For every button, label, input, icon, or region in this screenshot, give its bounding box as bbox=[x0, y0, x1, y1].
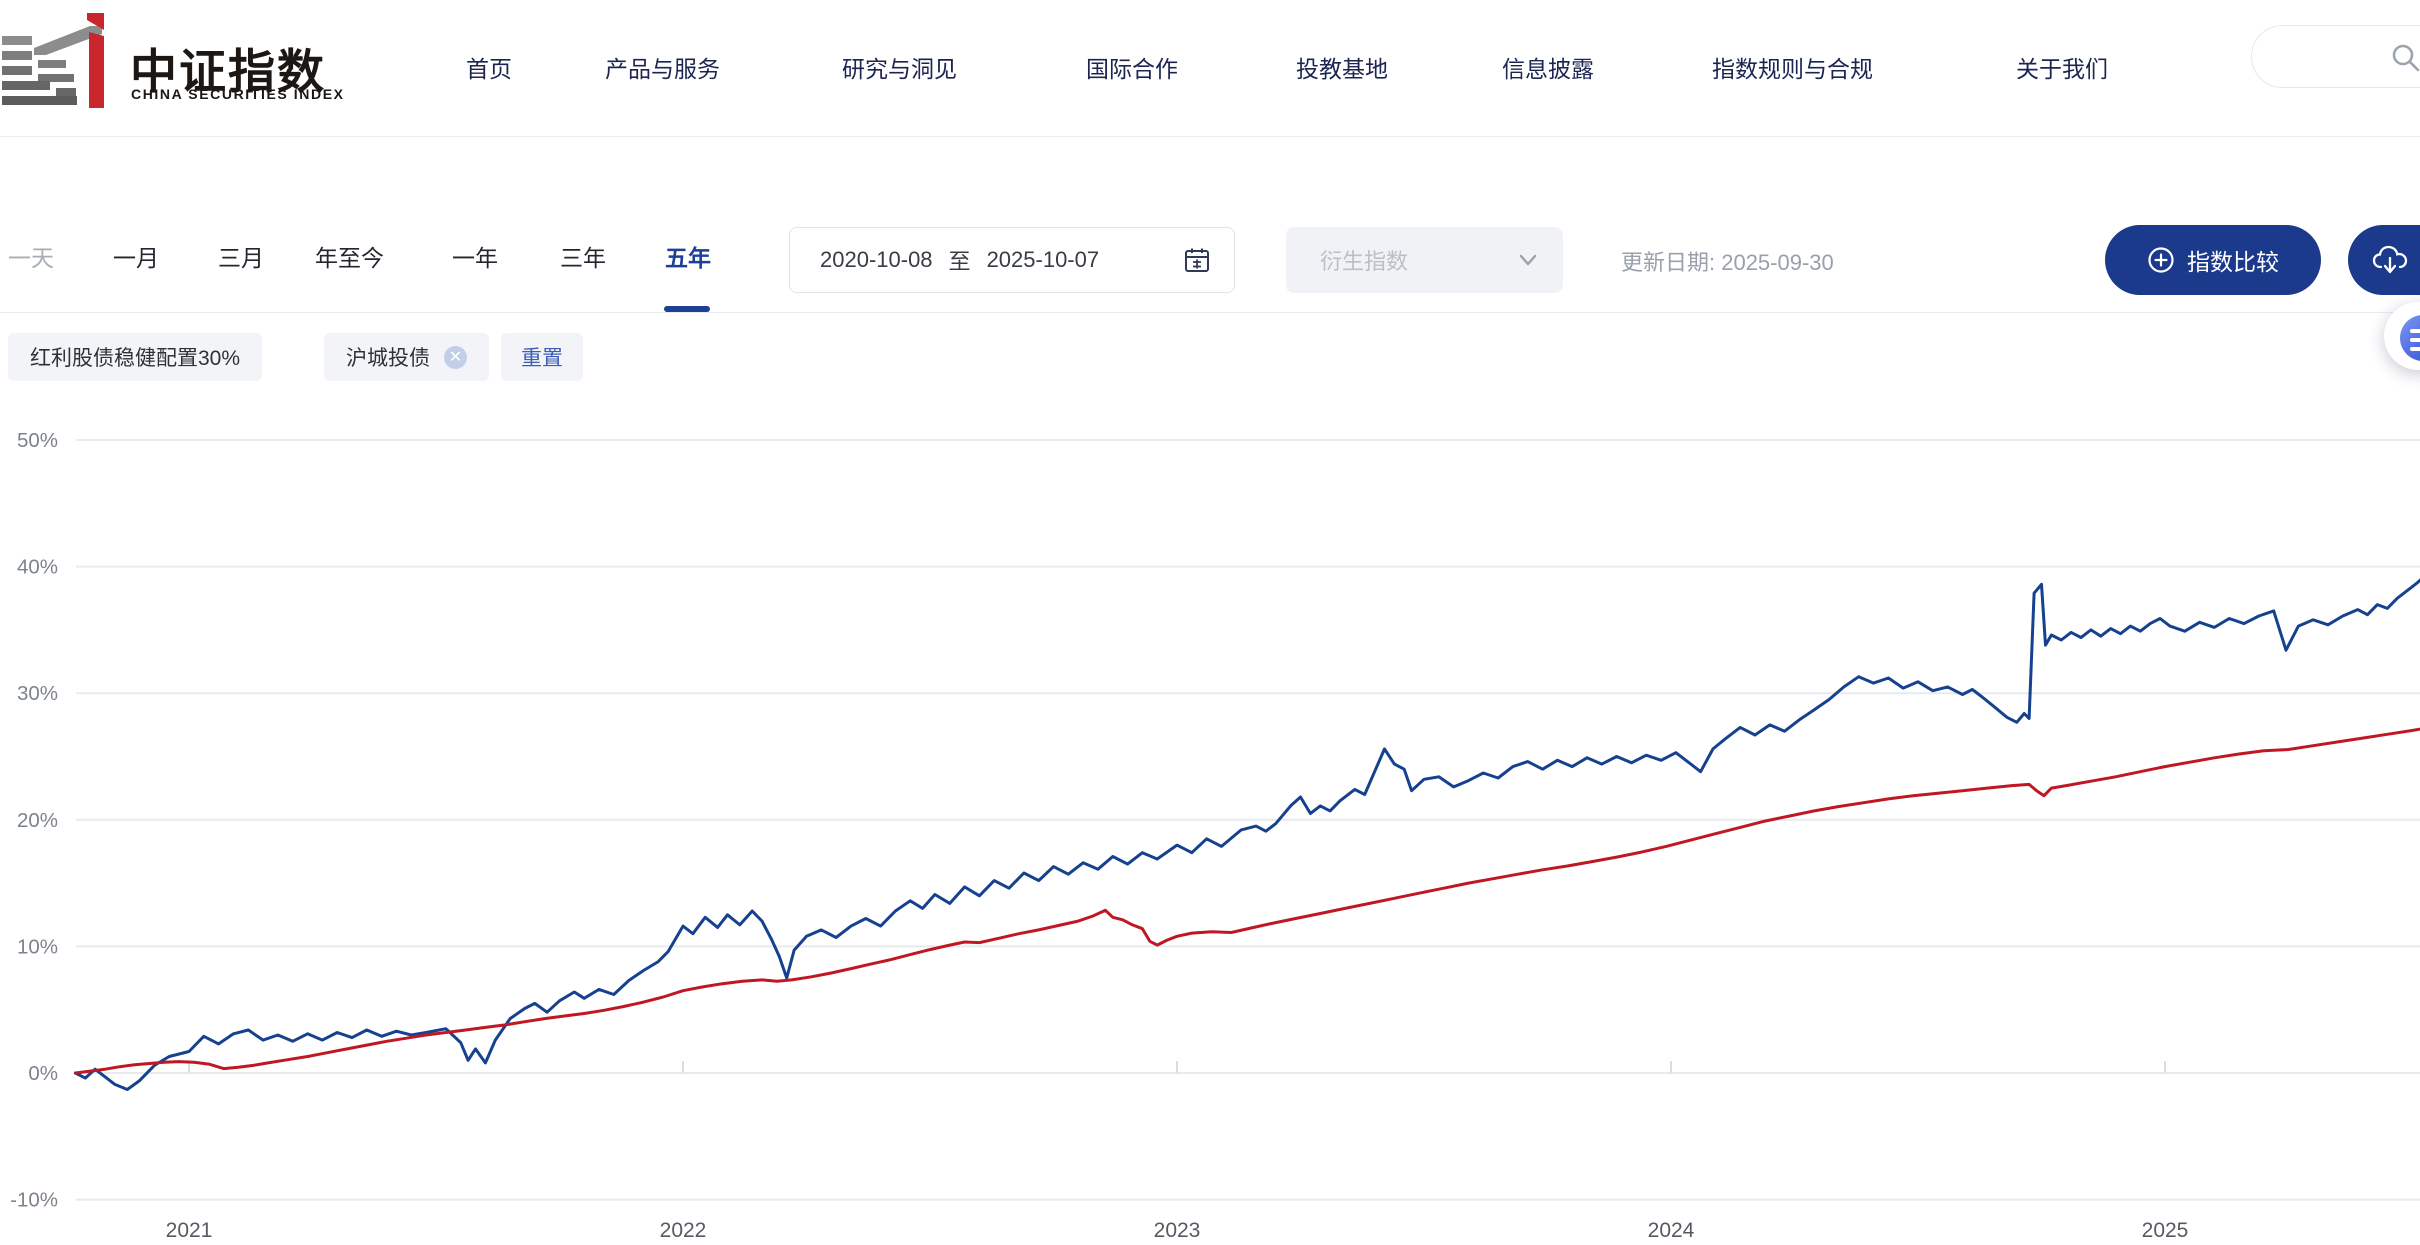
x-axis-label: 2021 bbox=[166, 1219, 213, 1242]
logo-title: 中证指数 bbox=[130, 45, 326, 98]
y-axis-label: 0% bbox=[28, 1062, 58, 1085]
series-line-沪城投债 bbox=[73, 727, 2420, 1075]
search-input[interactable] bbox=[2251, 25, 2420, 88]
range-tab-5y[interactable]: 五年 bbox=[665, 245, 711, 271]
site-header: 中证指数 CHINA SECURITIES INDEX 首页 产品与服务 研究与… bbox=[0, 0, 2420, 137]
index-type-select[interactable]: 衍生指数 bbox=[1286, 227, 1563, 293]
x-axis-label: 2025 bbox=[2142, 1219, 2189, 1242]
y-axis-label: 50% bbox=[17, 429, 58, 452]
reset-label: 重置 bbox=[521, 347, 563, 370]
select-placeholder: 衍生指数 bbox=[1320, 249, 1409, 274]
date-range-end[interactable]: 2025-10-07 bbox=[986, 247, 1100, 272]
csi-logo-mark bbox=[2, 13, 104, 108]
chevron-down-icon bbox=[1519, 254, 1537, 266]
range-tab-1y[interactable]: 一年 bbox=[452, 245, 498, 271]
close-icon[interactable]: ✕ bbox=[444, 345, 467, 369]
nav-item-education[interactable]: 投教基地 bbox=[1296, 56, 1388, 82]
chart-toolbar: 一天 一月 三月 年至今 一年 三年 五年 2020-10-08 至 2025-… bbox=[0, 137, 2420, 313]
search-icon[interactable] bbox=[2390, 42, 2420, 74]
x-axis-label: 2023 bbox=[1154, 1219, 1201, 1242]
range-tab-1m[interactable]: 一月 bbox=[113, 245, 159, 271]
nav-item-products[interactable]: 产品与服务 bbox=[605, 56, 720, 82]
series-line-红利股债稳健配置30% bbox=[73, 578, 2420, 1091]
y-axis-label: 20% bbox=[17, 809, 58, 832]
nav-item-rules[interactable]: 指数规则与合规 bbox=[1712, 56, 1873, 82]
nav-item-intl[interactable]: 国际合作 bbox=[1086, 56, 1178, 82]
index-tag[interactable]: 沪城投债 ✕ bbox=[324, 333, 489, 381]
y-axis-label: 40% bbox=[17, 556, 58, 579]
y-axis-label: -10% bbox=[10, 1189, 58, 1212]
index-tag[interactable]: 红利股债稳健配置30% bbox=[8, 333, 263, 381]
range-tab-3y[interactable]: 三年 bbox=[560, 245, 606, 271]
nav-item-disclosure[interactable]: 信息披露 bbox=[1502, 56, 1594, 82]
nav-item-home[interactable]: 首页 bbox=[466, 56, 512, 82]
range-tab-ytd[interactable]: 年至今 bbox=[315, 245, 384, 271]
calendar-icon[interactable] bbox=[1184, 247, 1210, 273]
index-compare-label: 指数比较 bbox=[2187, 249, 2279, 275]
cloud-download-icon bbox=[2372, 245, 2408, 274]
date-range-picker[interactable]: 2020-10-08 至 2025-10-07 bbox=[789, 227, 1235, 293]
index-tag-label: 沪城投债 bbox=[346, 347, 430, 370]
logo-subtitle: CHINA SECURITIES INDEX bbox=[131, 86, 345, 102]
date-range-start[interactable]: 2020-10-08 bbox=[820, 247, 933, 272]
x-axis-label: 2022 bbox=[660, 1219, 707, 1242]
index-compare-button[interactable]: 指数比较 bbox=[2105, 225, 2321, 295]
calendar-badge-icon bbox=[2400, 315, 2420, 361]
plus-circle-icon bbox=[2148, 247, 2174, 273]
y-axis-label: 10% bbox=[17, 935, 58, 958]
nav-item-research[interactable]: 研究与洞见 bbox=[842, 56, 957, 82]
range-tab-3m[interactable]: 三月 bbox=[218, 245, 264, 271]
y-axis-label: 30% bbox=[17, 682, 58, 705]
active-tab-underline bbox=[664, 306, 710, 312]
range-tab-1d[interactable]: 一天 bbox=[8, 245, 54, 271]
download-button[interactable] bbox=[2348, 225, 2420, 295]
date-range-separator: 至 bbox=[948, 249, 971, 274]
reset-button[interactable]: 重置 bbox=[501, 333, 583, 381]
update-date-label: 更新日期: 2025-09-30 bbox=[1621, 250, 1834, 275]
nav-item-about[interactable]: 关于我们 bbox=[2016, 56, 2108, 82]
index-tag-label: 红利股债稳健配置30% bbox=[30, 347, 241, 370]
x-axis-label: 2024 bbox=[1648, 1219, 1695, 1242]
